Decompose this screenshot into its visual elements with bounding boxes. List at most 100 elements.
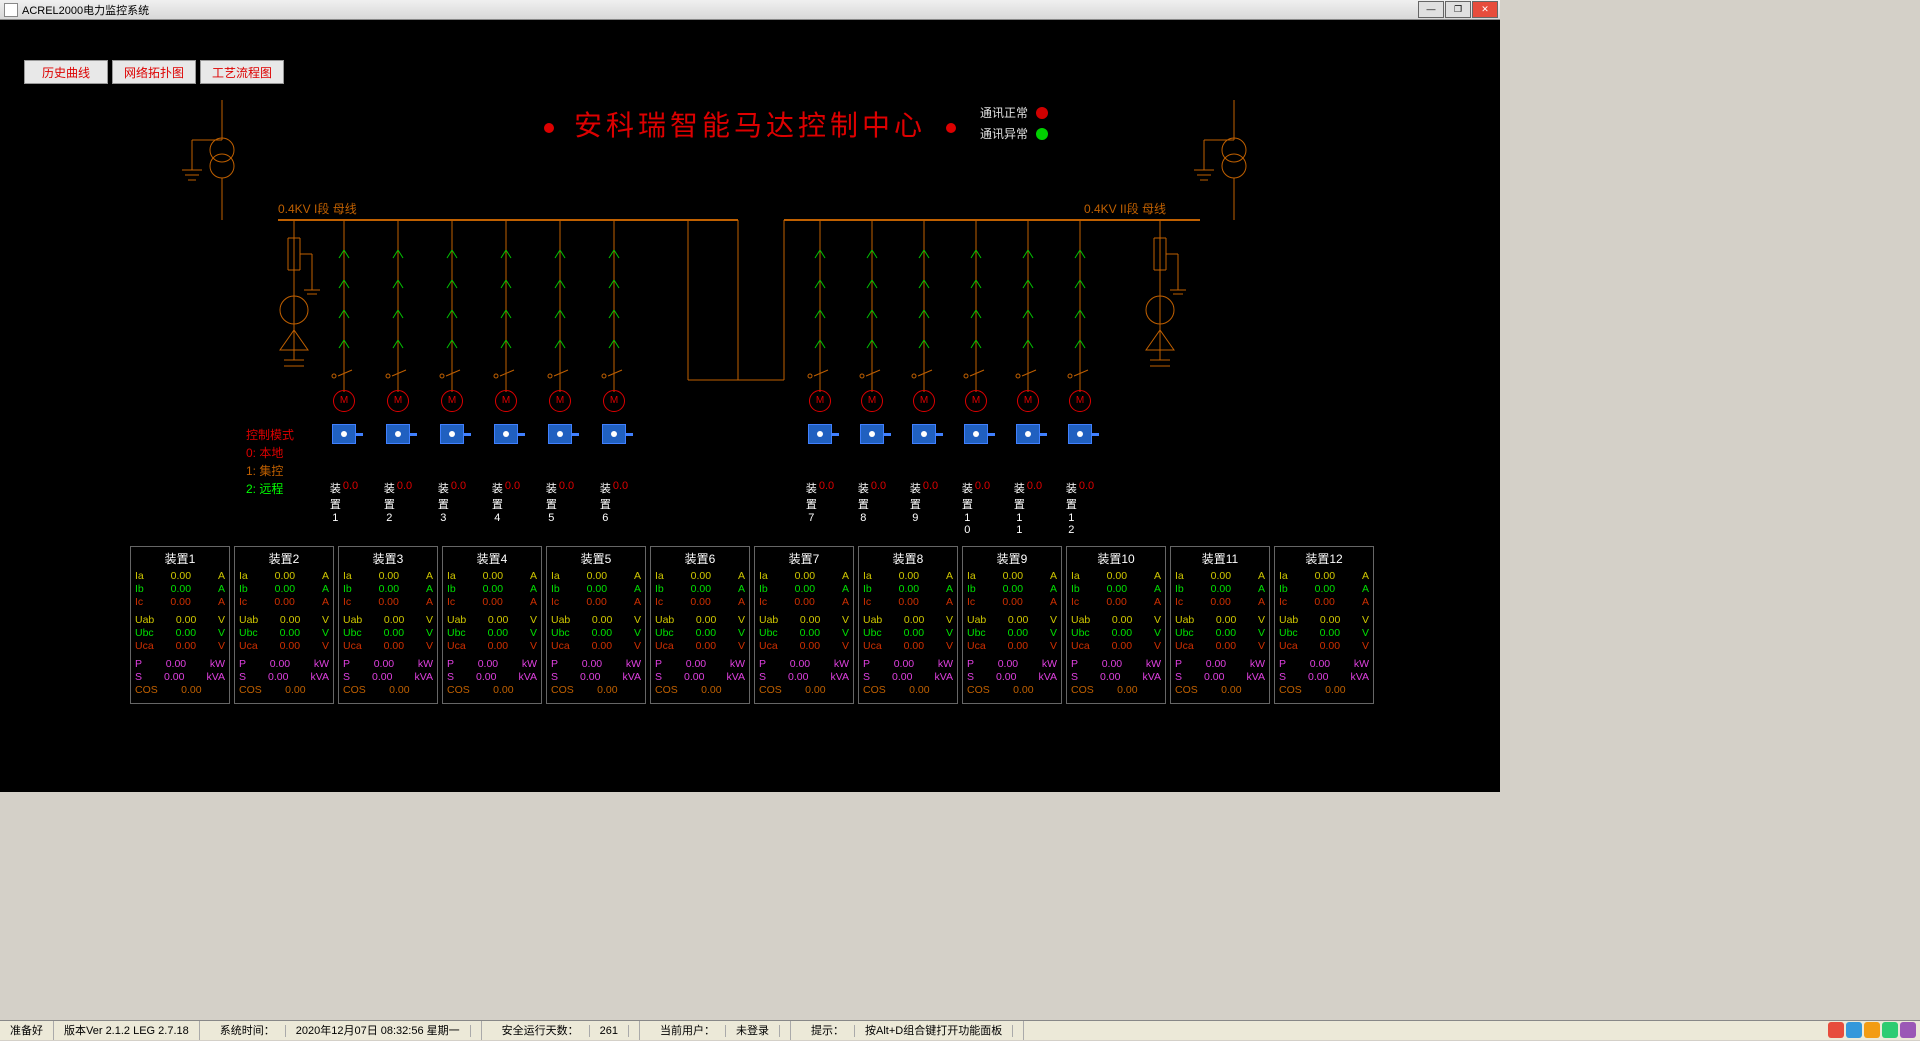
pump-icon [1068,424,1092,444]
measurement-panel-5[interactable]: 装置5Ia0.00AIb0.00AIc0.00AUab0.00VUbc0.00V… [546,546,646,704]
measurement-panel-12[interactable]: 装置12Ia0.00AIb0.00AIc0.00AUab0.00VUbc0.00… [1274,546,1374,704]
measurement-panel-1[interactable]: 装置1Ia0.00AIb0.00AIc0.00AUab0.00VUbc0.00V… [130,546,230,704]
panel-title: 装置8 [863,550,953,567]
motor-unit-8[interactable]: M 装置80.0 [845,390,899,524]
pump-icon [332,424,356,444]
device-label: 装置2 [384,480,395,524]
motor-icon: M [809,390,831,412]
motor-unit-12[interactable]: M 装置120.0 [1053,390,1107,536]
pump-icon [964,424,988,444]
motor-icon: M [1069,390,1091,412]
measurement-panel-8[interactable]: 装置8Ia0.00AIb0.00AIc0.00AUab0.00VUbc0.00V… [858,546,958,704]
device-label: 装置5 [546,480,557,524]
motor-icon: M [913,390,935,412]
measurement-panel-9[interactable]: 装置9Ia0.00AIb0.00AIc0.00AUab0.00VUbc0.00V… [962,546,1062,704]
motor-unit-6[interactable]: M 装置60.0 [587,390,641,524]
status-bar: 准备好 版本Ver 2.1.2 LEG 2.7.18 系统时间：2020年12月… [0,1020,1920,1040]
status-safedays: 安全运行天数：261 [482,1021,640,1040]
pump-icon [912,424,936,444]
legend-err-label: 通讯异常 [980,125,1028,142]
pump-icon [386,424,410,444]
status-systime: 系统时间：2020年12月07日 08:32:56 星期一 [200,1021,482,1040]
panel-title: 装置2 [239,550,329,567]
motor-unit-4[interactable]: M装置40.0 [479,390,533,524]
system-tray [1828,1022,1916,1038]
motor-unit-1[interactable]: M 装置10.0 [317,390,371,524]
device-value: 0.0 [343,480,358,492]
device-label: 装置3 [438,480,449,524]
app-icon [4,3,18,17]
pump-icon [440,424,464,444]
motor-unit-10[interactable]: M装置100.0 [949,390,1003,536]
scada-canvas: 历史曲线 网络拓扑图 工艺流程图 安科瑞智能马达控制中心 通讯正常 通讯异常 0… [0,20,1500,792]
tab-history-curve[interactable]: 历史曲线 [24,60,108,84]
bus-right-label: 0.4KV II段 母线 [1084,200,1166,217]
panel-title: 装置7 [759,550,849,567]
device-label: 装置12 [1066,480,1077,536]
motor-icon: M [861,390,883,412]
panel-title: 装置5 [551,550,641,567]
device-value: 0.0 [923,480,938,492]
measurement-panel-11[interactable]: 装置11Ia0.00AIb0.00AIc0.00AUab0.00VUbc0.00… [1170,546,1270,704]
device-value: 0.0 [451,480,466,492]
motor-icon: M [965,390,987,412]
pump-icon [548,424,572,444]
device-label: 装置4 [492,480,503,524]
motor-unit-3[interactable]: M 装置30.0 [425,390,479,524]
measurement-panel-3[interactable]: 装置3Ia0.00AIb0.00AIc0.00AUab0.00VUbc0.00V… [338,546,438,704]
legend-ok-dot [1036,107,1048,119]
device-value: 0.0 [1079,480,1094,492]
measurement-panel-4[interactable]: 装置4Ia0.00AIb0.00AIc0.00AUab0.00VUbc0.00V… [442,546,542,704]
panel-title: 装置10 [1071,550,1161,567]
pump-icon [602,424,626,444]
panel-title: 装置6 [655,550,745,567]
motor-unit-5[interactable]: M装置50.0 [533,390,587,524]
close-button[interactable]: ✕ [1472,1,1498,18]
control-mode-legend: 控制模式 0: 本地 1: 集控 2: 远程 [246,426,294,498]
motor-unit-9[interactable]: M 装置90.0 [897,390,951,524]
device-label: 装置6 [600,480,611,524]
pump-icon [860,424,884,444]
device-label: 装置8 [858,480,869,524]
tab-network-topology[interactable]: 网络拓扑图 [112,60,196,84]
status-hint: 提示：按Alt+D组合键打开功能面板 [791,1021,1024,1040]
window-titlebar: ACREL2000电力监控系统 — ❐ ✕ [0,0,1500,20]
device-label: 装置1 [330,480,341,524]
status-ready: 准备好 [0,1021,54,1040]
motor-unit-2[interactable]: M装置20.0 [371,390,425,524]
motor-icon: M [603,390,625,412]
motor-icon: M [441,390,463,412]
device-value: 0.0 [613,480,628,492]
window-title: ACREL2000电力监控系统 [22,2,149,18]
measurement-panel-7[interactable]: 装置7Ia0.00AIb0.00AIc0.00AUab0.00VUbc0.00V… [754,546,854,704]
motor-icon: M [495,390,517,412]
device-label: 装置9 [910,480,921,524]
measurement-panel-10[interactable]: 装置10Ia0.00AIb0.00AIc0.00AUab0.00VUbc0.00… [1066,546,1166,704]
bus-left-label: 0.4KV I段 母线 [278,200,357,217]
device-value: 0.0 [1027,480,1042,492]
motor-unit-11[interactable]: M 装置110.0 [1001,390,1055,536]
device-label: 装置7 [806,480,817,524]
panel-title: 装置3 [343,550,433,567]
measurement-panel-2[interactable]: 装置2Ia0.00AIb0.00AIc0.00AUab0.00VUbc0.00V… [234,546,334,704]
motor-icon: M [333,390,355,412]
status-user: 当前用户：未登录 [640,1021,791,1040]
measurement-panel-6[interactable]: 装置6Ia0.00AIb0.00AIc0.00AUab0.00VUbc0.00V… [650,546,750,704]
page-title: 安科瑞智能马达控制中心 [524,104,976,144]
pump-icon [494,424,518,444]
minimize-button[interactable]: — [1418,1,1444,18]
maximize-button[interactable]: ❐ [1445,1,1471,18]
device-value: 0.0 [871,480,886,492]
tab-process-flow[interactable]: 工艺流程图 [200,60,284,84]
legend-ok-label: 通讯正常 [980,104,1028,121]
status-version: 版本Ver 2.1.2 LEG 2.7.18 [54,1021,200,1040]
device-panels: 装置1Ia0.00AIb0.00AIc0.00AUab0.00VUbc0.00V… [130,546,1374,704]
device-value: 0.0 [819,480,834,492]
device-label: 装置11 [1014,480,1025,536]
panel-title: 装置12 [1279,550,1369,567]
panel-title: 装置9 [967,550,1057,567]
motor-icon: M [1017,390,1039,412]
panel-title: 装置1 [135,550,225,567]
legend-err-dot [1036,128,1048,140]
motor-unit-7[interactable]: M 装置70.0 [793,390,847,524]
